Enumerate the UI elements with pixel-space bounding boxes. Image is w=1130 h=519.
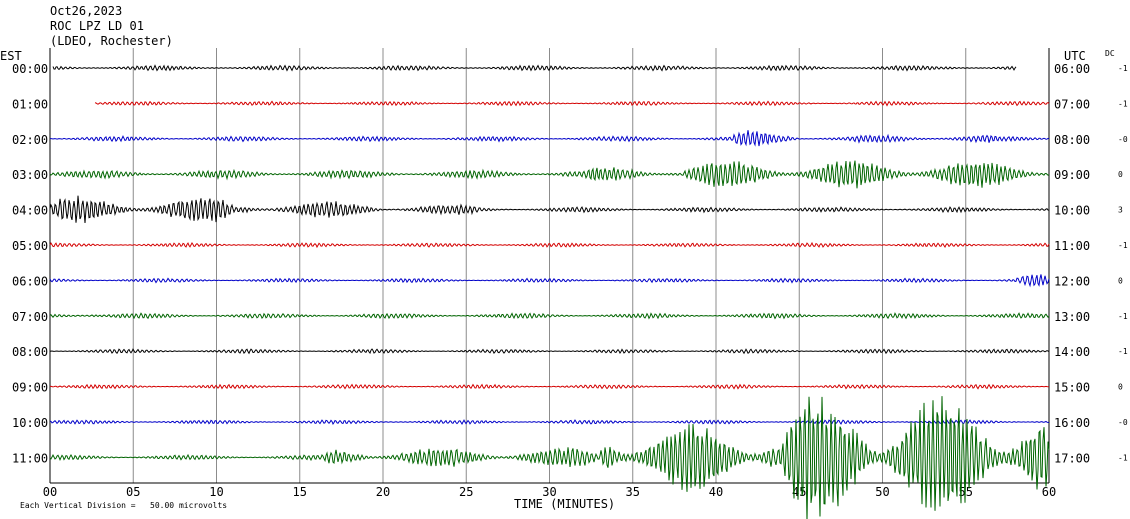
x-tick-label: 05 — [126, 485, 140, 499]
dc-offset-label: 0 — [1118, 383, 1123, 392]
dc-offset-label: -1 — [1118, 241, 1128, 250]
est-time-label: 07:00 — [12, 310, 48, 324]
utc-time-label: 12:00 — [1054, 274, 1090, 288]
utc-time-label: 09:00 — [1054, 168, 1090, 182]
seismogram-trace-0700 — [49, 312, 1050, 320]
dc-offset-label: -0 — [1118, 135, 1128, 144]
dc-offset-label: -1 — [1118, 347, 1128, 356]
dc-offset-label: 0 — [1118, 170, 1123, 179]
x-tick-label: 25 — [459, 485, 473, 499]
est-time-label: 10:00 — [12, 416, 48, 430]
dc-offset-label: -1 — [1118, 453, 1128, 462]
x-tick-label: 35 — [626, 485, 640, 499]
header-station: ROC LPZ LD 01 — [50, 19, 144, 33]
est-time-label: 09:00 — [12, 381, 48, 395]
dc-offset-label: -0 — [1118, 418, 1128, 427]
dc-offset-label: -1 — [1118, 312, 1128, 321]
header-network: (LDEO, Rochester) — [50, 34, 173, 48]
seismogram-trace-0000 — [52, 64, 1017, 72]
est-time-label: 06:00 — [12, 274, 48, 288]
header-date: Oct26,2023 — [50, 4, 123, 18]
seismogram-trace-0900 — [49, 383, 1049, 390]
dc-offset-label: 3 — [1118, 206, 1123, 215]
utc-time-label: 14:00 — [1054, 345, 1090, 359]
x-tick-label: 15 — [293, 485, 307, 499]
est-time-label: 01:00 — [12, 97, 48, 111]
seismogram-trace-1000 — [49, 419, 1050, 426]
seismogram-trace-0200 — [50, 130, 1050, 147]
x-axis-label: TIME (MINUTES) — [514, 497, 616, 511]
dc-offset-label: -1 — [1118, 64, 1128, 73]
seismogram-trace-1100 — [49, 396, 1050, 519]
x-tick-label: 50 — [875, 485, 889, 499]
est-axis-title: EST — [0, 49, 22, 63]
seismogram-trace-0600 — [49, 274, 1050, 288]
est-time-label: 02:00 — [12, 133, 48, 147]
est-time-label: 03:00 — [12, 168, 48, 182]
utc-time-label: 10:00 — [1054, 204, 1090, 218]
utc-time-label: 11:00 — [1054, 239, 1090, 253]
seismogram-trace-0300 — [49, 160, 1050, 189]
seismogram-trace-0400 — [49, 195, 1050, 224]
est-time-label: 08:00 — [12, 345, 48, 359]
x-tick-label: 60 — [1042, 485, 1056, 499]
seismogram-trace-0100 — [94, 100, 1050, 107]
utc-time-label: 16:00 — [1054, 416, 1090, 430]
dc-offset-label: -1 — [1118, 99, 1128, 108]
est-time-label: 05:00 — [12, 239, 48, 253]
dc-offset-label: 0 — [1118, 276, 1123, 285]
x-tick-label: 30 — [542, 485, 556, 499]
seismogram-trace-0500 — [49, 241, 1050, 249]
utc-axis-title: UTC — [1064, 49, 1086, 63]
est-time-label: 00:00 — [12, 62, 48, 76]
x-tick-label: 10 — [209, 485, 223, 499]
est-time-label: 04:00 — [12, 204, 48, 218]
utc-time-label: 15:00 — [1054, 381, 1090, 395]
utc-time-label: 17:00 — [1054, 451, 1090, 465]
x-tick-label: 20 — [376, 485, 390, 499]
scale-note: Each Vertical Division = 50.00 microvolt… — [20, 501, 228, 510]
x-tick-label: 00 — [43, 485, 57, 499]
seismogram-trace-0800 — [49, 348, 1050, 355]
dc-column-title: DC — [1105, 49, 1115, 58]
utc-time-label: 07:00 — [1054, 97, 1090, 111]
utc-time-label: 08:00 — [1054, 133, 1090, 147]
x-tick-label: 40 — [709, 485, 723, 499]
est-time-label: 11:00 — [12, 451, 48, 465]
utc-time-label: 13:00 — [1054, 310, 1090, 324]
utc-time-label: 06:00 — [1054, 62, 1090, 76]
